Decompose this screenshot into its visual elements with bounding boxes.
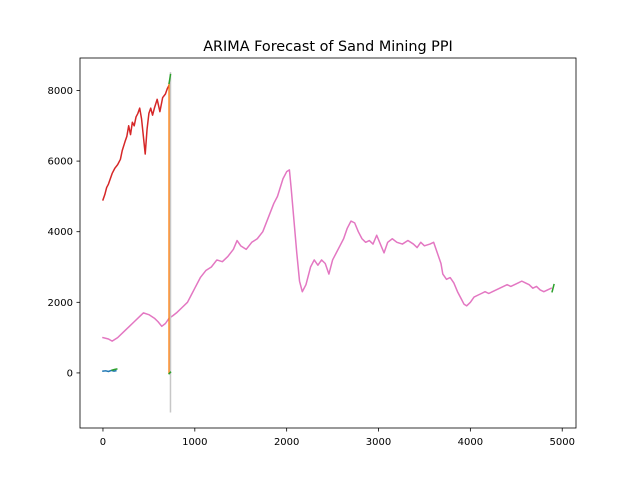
x-tick-label: 0: [100, 437, 106, 448]
x-tick-label: 2000: [274, 437, 299, 448]
x-tick-label: 1000: [182, 437, 207, 448]
plot-area-frame: [79, 57, 577, 429]
y-tick-label: 0: [67, 368, 73, 379]
y-tick-label: 8000: [48, 86, 73, 97]
y-axis: 0 2000 4000 6000 8000: [48, 86, 80, 379]
series-layer: [102, 72, 555, 413]
y-tick-label: 6000: [48, 157, 73, 168]
x-tick-label: 4000: [458, 437, 483, 448]
series-line-4: [168, 73, 172, 85]
x-axis: 0 1000 2000 3000 4000 5000: [100, 428, 575, 448]
series-line-6: [102, 369, 117, 373]
series-line-1: [102, 169, 553, 342]
series-line-8: [551, 283, 555, 293]
series-line-5: [168, 371, 172, 375]
series-line-7: [111, 368, 118, 372]
chart-title: ARIMA Forecast of Sand Mining PPI: [203, 39, 453, 55]
x-tick-label: 5000: [549, 437, 574, 448]
y-tick-label: 4000: [48, 227, 73, 238]
series-line-0: [102, 84, 171, 201]
y-tick-label: 2000: [48, 298, 73, 309]
x-tick-label: 3000: [366, 437, 391, 448]
